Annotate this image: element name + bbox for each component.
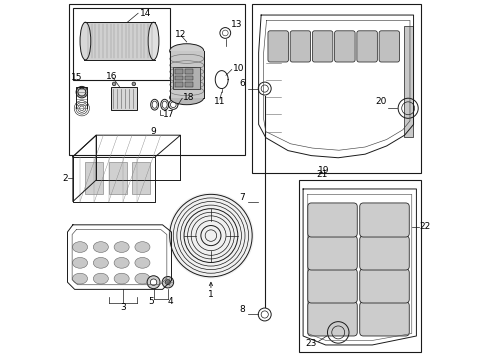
Bar: [111, 87, 137, 110]
Ellipse shape: [76, 86, 88, 98]
Bar: [185, 69, 193, 74]
FancyBboxPatch shape: [308, 203, 357, 237]
Text: 23: 23: [305, 339, 317, 348]
Ellipse shape: [114, 273, 129, 284]
FancyBboxPatch shape: [268, 31, 289, 62]
Ellipse shape: [135, 257, 150, 268]
Ellipse shape: [93, 257, 108, 268]
FancyBboxPatch shape: [308, 302, 357, 336]
Text: 11: 11: [214, 96, 226, 105]
Bar: [109, 162, 126, 194]
Text: 12: 12: [174, 30, 186, 39]
Text: 10: 10: [233, 64, 245, 73]
Bar: [404, 26, 413, 137]
Text: 4: 4: [168, 297, 173, 306]
Text: 15: 15: [71, 73, 82, 82]
Ellipse shape: [73, 273, 88, 284]
FancyBboxPatch shape: [360, 269, 409, 303]
Bar: [132, 162, 150, 194]
FancyBboxPatch shape: [313, 31, 333, 62]
Bar: [170, 51, 204, 98]
FancyBboxPatch shape: [308, 236, 357, 270]
Bar: [173, 67, 200, 89]
Ellipse shape: [73, 257, 88, 268]
Text: 19: 19: [318, 166, 330, 175]
Text: 20: 20: [375, 97, 387, 106]
Ellipse shape: [148, 22, 159, 60]
Circle shape: [147, 276, 160, 289]
Ellipse shape: [170, 90, 204, 105]
Text: 13: 13: [231, 19, 242, 28]
Circle shape: [162, 276, 173, 288]
Ellipse shape: [78, 88, 86, 96]
FancyBboxPatch shape: [379, 31, 399, 62]
Bar: [84, 22, 155, 60]
Ellipse shape: [80, 22, 91, 60]
FancyBboxPatch shape: [360, 302, 409, 336]
Bar: [185, 76, 193, 80]
Ellipse shape: [135, 242, 150, 252]
Ellipse shape: [114, 242, 129, 252]
Text: 7: 7: [239, 193, 245, 202]
Text: 3: 3: [120, 303, 126, 312]
Text: 9: 9: [151, 127, 156, 136]
Text: 5: 5: [148, 297, 153, 306]
Bar: [299, 180, 421, 352]
Ellipse shape: [135, 273, 150, 284]
Text: 17: 17: [163, 110, 175, 119]
FancyBboxPatch shape: [357, 31, 377, 62]
Text: 21: 21: [317, 170, 328, 179]
Circle shape: [166, 280, 171, 285]
Bar: [85, 162, 103, 194]
Text: 22: 22: [419, 222, 431, 231]
Bar: [69, 4, 245, 155]
Bar: [175, 69, 183, 74]
Text: 18: 18: [183, 93, 195, 102]
Circle shape: [112, 82, 116, 86]
Ellipse shape: [73, 242, 88, 252]
Text: 2: 2: [62, 174, 68, 183]
Bar: [73, 8, 170, 80]
Text: 1: 1: [208, 289, 214, 298]
Bar: [175, 76, 183, 80]
FancyBboxPatch shape: [308, 269, 357, 303]
Bar: [185, 82, 193, 87]
Ellipse shape: [114, 257, 129, 268]
FancyBboxPatch shape: [335, 31, 355, 62]
Ellipse shape: [170, 44, 204, 58]
Circle shape: [132, 82, 136, 86]
Circle shape: [150, 279, 157, 285]
FancyBboxPatch shape: [360, 203, 409, 237]
Text: 14: 14: [140, 9, 151, 18]
Bar: [175, 82, 183, 87]
Text: 6: 6: [239, 79, 245, 88]
FancyBboxPatch shape: [360, 236, 409, 270]
Bar: [252, 4, 421, 173]
Ellipse shape: [93, 273, 108, 284]
FancyBboxPatch shape: [290, 31, 311, 62]
Text: 16: 16: [106, 72, 117, 81]
Text: 8: 8: [239, 305, 245, 314]
Circle shape: [168, 193, 254, 279]
Ellipse shape: [93, 242, 108, 252]
